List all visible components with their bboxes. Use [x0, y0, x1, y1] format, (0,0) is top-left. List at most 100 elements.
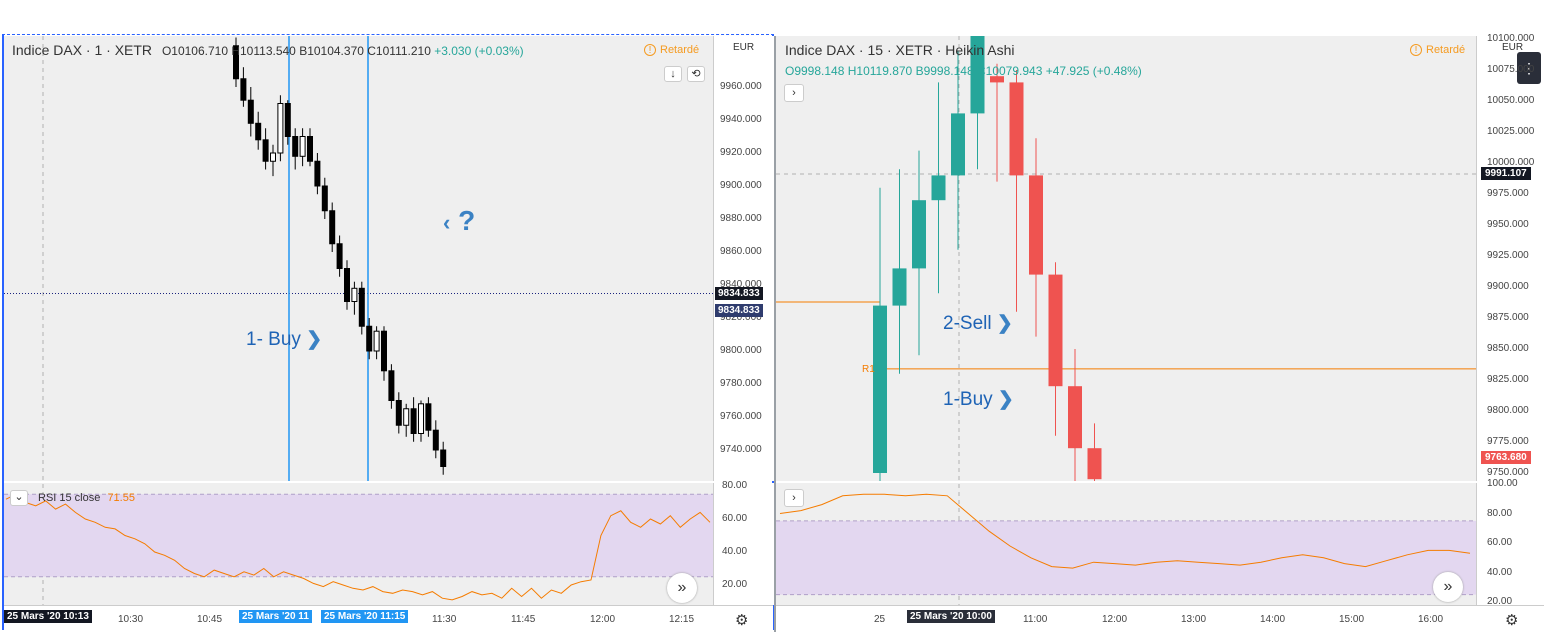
right-candle-body [873, 305, 887, 473]
right-scroll-right-icon[interactable]: » [1433, 572, 1463, 602]
right-price-tick: 9950.000 [1487, 219, 1529, 230]
left-rsi-collapse-button[interactable]: ⌄ [10, 490, 28, 506]
scroll-down-icon[interactable]: ↓ [664, 66, 682, 82]
chart-divider[interactable] [774, 36, 776, 632]
left-delay-badge[interactable]: ! Retardé [644, 44, 699, 57]
left-candle-body [440, 449, 447, 467]
left-price-tick: 9960.000 [720, 81, 762, 92]
left-candle-body [299, 136, 306, 157]
right-price-tick: 9925.000 [1487, 250, 1529, 261]
right-rsi-tick: 60.00 [1487, 537, 1513, 548]
left-time-tick: 11:45 [511, 614, 536, 625]
left-price-tick: 9800.000 [720, 345, 762, 356]
warning-icon: ! [1410, 44, 1422, 57]
right-price-tick: 9775.000 [1487, 436, 1529, 447]
right-candle-body [931, 175, 946, 201]
right-candle-body [1009, 82, 1024, 176]
left-candle-body [395, 400, 402, 426]
right-delay-label: Retardé [1426, 44, 1466, 56]
left-candle-body [344, 268, 350, 302]
right-symbol[interactable]: Indice DAX · 15 · XETR · Heikin Ashi [785, 42, 1015, 58]
right-price-tag: 9991.107 [1481, 167, 1531, 180]
right-price-pane[interactable] [776, 36, 1476, 481]
right-settings-icon[interactable]: ⚙ [1505, 612, 1519, 629]
left-scroll-right-icon[interactable]: » [667, 573, 697, 603]
right-side-toolbar[interactable]: ⋮ [1517, 52, 1541, 84]
left-low: B10104.370 [299, 44, 364, 58]
left-settings-icon[interactable]: ⚙ [735, 612, 749, 629]
left-candle-body [321, 185, 328, 212]
left-price-tag: 9834.833 [715, 304, 763, 317]
left-price-tick: 9940.000 [720, 114, 762, 125]
right-time-axis[interactable] [776, 605, 1544, 633]
left-time-tag-start: 25 Mars '20 10:13 [4, 610, 92, 623]
r1-level-label: R1 [862, 364, 875, 375]
right-time-tick: 16:00 [1418, 614, 1444, 625]
left-candle-body [292, 136, 299, 157]
right-sell-annotation: 2-Sell ❯ [943, 312, 1013, 335]
chevron-right-icon: ❯ [996, 313, 1013, 334]
left-rsi-label[interactable]: RSI 15 close [38, 492, 101, 504]
right-price-tick: 9900.000 [1487, 281, 1529, 292]
right-rsi-expand-button[interactable]: › [784, 489, 804, 507]
right-price-tick: 9750.000 [1487, 467, 1529, 478]
left-symbol[interactable]: Indice DAX · 1 · XETR [12, 42, 153, 58]
right-currency[interactable]: EUR [1502, 42, 1524, 53]
left-candle-body [233, 45, 239, 80]
left-candle-body [403, 408, 410, 426]
right-price-tick: 10100.000 [1487, 33, 1535, 44]
left-price-tick: 9840.000 [720, 279, 762, 290]
left-rsi-value: 71.55 [107, 492, 135, 504]
right-candle-body [1029, 175, 1043, 275]
left-change: +3.030 (+0.03%) [434, 44, 524, 58]
left-rsi-axis[interactable] [713, 483, 774, 605]
left-price-axis[interactable] [713, 36, 774, 481]
right-chart-title: Indice DAX · 15 · XETR · Heikin Ashi [785, 42, 1015, 58]
left-time-tag-mid: 25 Mars '20 11 [239, 610, 312, 623]
chevron-right-icon: ❯ [997, 389, 1014, 410]
right-rsi-tick: 20.00 [1487, 596, 1513, 607]
right-rsi-line [779, 493, 1471, 569]
restore-icon[interactable]: ⟲ [687, 66, 705, 82]
left-time-tick: 10:30 [118, 614, 144, 625]
left-price-pane[interactable] [4, 36, 713, 481]
right-candle-body [951, 113, 965, 176]
left-candle-body [314, 160, 321, 187]
left-chart-title: Indice DAX · 1 · XETR O10106.710 H10113.… [12, 42, 524, 58]
right-price-axis[interactable] [1476, 36, 1544, 481]
left-candle-body [336, 243, 343, 269]
left-time-tick: 11:30 [432, 614, 457, 625]
left-candle-body [366, 325, 373, 352]
right-price-tick: 10025.000 [1487, 126, 1535, 137]
left-candle-body [410, 408, 417, 434]
left-candle-body [262, 139, 269, 162]
left-rsi-tick: 20.00 [722, 579, 748, 590]
left-high: H10113.540 [231, 44, 296, 58]
left-candle-body [373, 330, 380, 352]
left-price-tick: 9880.000 [720, 213, 762, 224]
right-low: B9998.148 [915, 64, 974, 78]
left-currency[interactable]: EUR [733, 42, 755, 53]
left-time-tick: 12:00 [590, 614, 616, 625]
left-price-tick: 9920.000 [720, 147, 762, 158]
right-sell-label: 2-Sell [943, 313, 992, 334]
left-close: C10111.210 [367, 44, 431, 58]
right-time-tick: 14:00 [1260, 614, 1286, 625]
right-buy-label: 1-Buy [943, 389, 993, 410]
right-time-tick: 25 [874, 614, 886, 625]
right-rsi-axis[interactable] [1476, 483, 1544, 605]
left-candle-body [277, 103, 284, 154]
right-change: +47.925 (+0.48%) [1045, 64, 1142, 78]
right-open: O9998.148 [785, 64, 845, 78]
right-buy-annotation: 1-Buy ❯ [943, 388, 1014, 411]
left-candle-body [240, 78, 247, 101]
left-candle-body [432, 429, 439, 451]
left-price-tick: 9900.000 [720, 180, 762, 191]
left-candle-body [270, 152, 276, 162]
left-price-tick: 9740.000 [720, 444, 762, 455]
right-candle-body [990, 76, 1004, 83]
right-delay-badge[interactable]: ! Retardé [1410, 44, 1466, 57]
right-legend-expand-button[interactable]: › [784, 84, 804, 102]
question-annotation: ‹ ? [443, 205, 475, 237]
